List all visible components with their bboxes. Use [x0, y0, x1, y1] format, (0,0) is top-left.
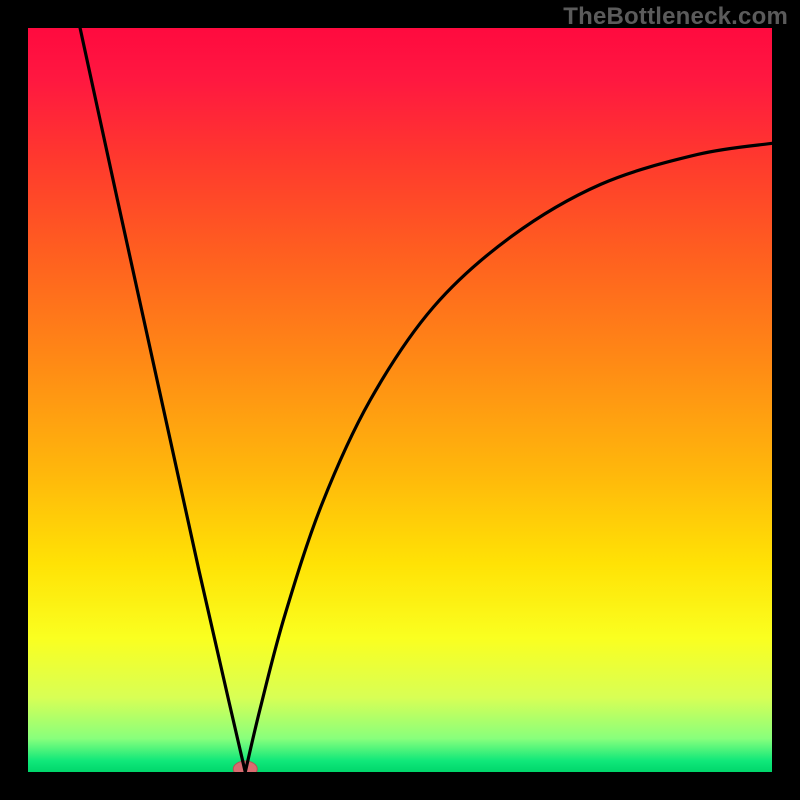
watermark-text: TheBottleneck.com [563, 3, 788, 31]
gradient-background [28, 28, 772, 772]
chart-svg [0, 0, 800, 800]
